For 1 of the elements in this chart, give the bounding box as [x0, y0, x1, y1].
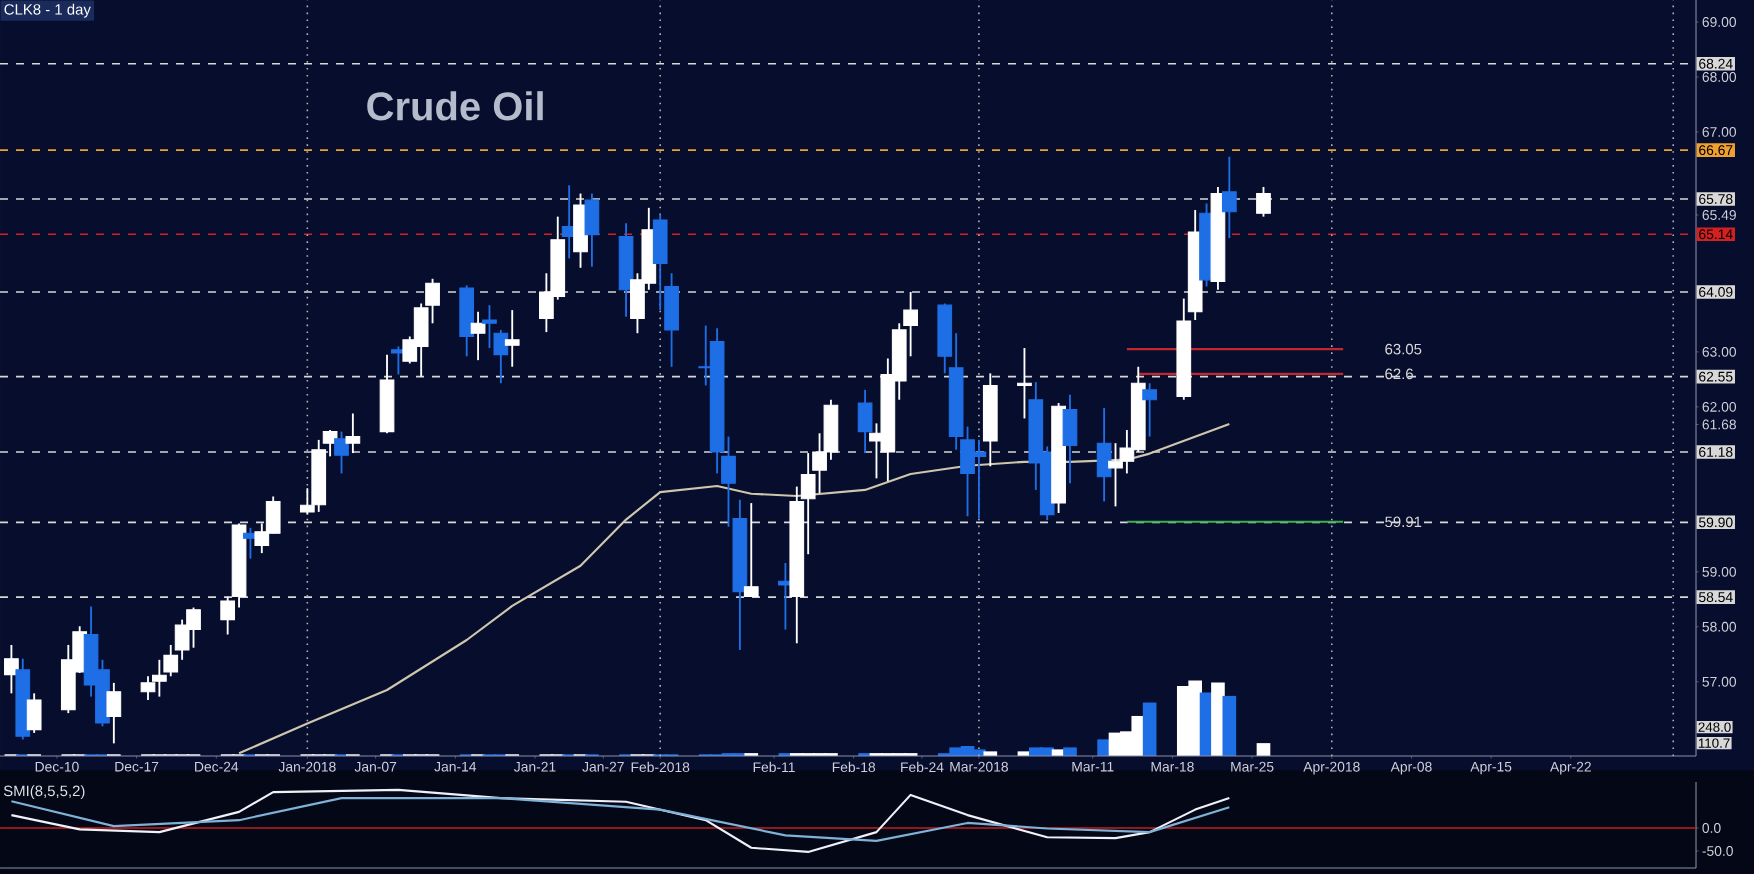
- text: Crude Oil: [367, 91, 543, 121]
